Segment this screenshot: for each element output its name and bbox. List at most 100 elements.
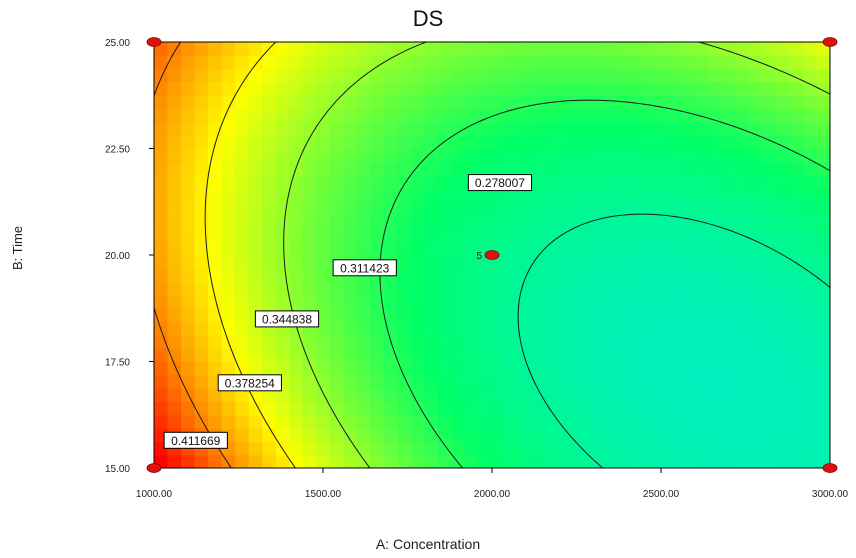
heatmap-cell	[478, 388, 493, 403]
heatmap-cell	[708, 361, 723, 376]
heatmap-cell	[410, 135, 425, 150]
heatmap-cell	[532, 361, 547, 376]
heatmap-cell	[789, 294, 804, 309]
heatmap-cell	[221, 55, 236, 70]
heatmap-cell	[532, 108, 547, 123]
heatmap-cell	[816, 428, 830, 442]
heatmap-cell	[451, 95, 466, 110]
heatmap-cell	[546, 215, 561, 229]
heatmap-cell	[546, 388, 561, 403]
heatmap-cell	[789, 215, 804, 229]
heatmap-cell	[356, 55, 371, 70]
heatmap-cell	[316, 42, 331, 56]
chart-title: DS	[412, 6, 444, 31]
heatmap-cell	[559, 255, 574, 269]
heatmap-cell	[546, 281, 561, 296]
heatmap-cell	[775, 241, 791, 256]
heatmap-cell	[194, 121, 209, 136]
y-tick-label: 20.00	[105, 251, 130, 262]
heatmap-cell	[262, 81, 277, 96]
heatmap-cell	[681, 121, 696, 136]
heatmap-cell	[343, 241, 358, 256]
contour-line	[379, 99, 830, 468]
heatmap-cell	[681, 414, 696, 429]
heatmap-cell	[397, 348, 412, 363]
heatmap-cell	[708, 175, 723, 190]
heatmap-cell	[640, 55, 655, 70]
heatmap-cell	[775, 255, 791, 269]
heatmap-cell	[681, 401, 696, 416]
heatmap-cell	[302, 148, 317, 163]
heatmap-cell	[424, 121, 439, 136]
heatmap-cell	[289, 348, 304, 363]
heatmap-cell	[302, 454, 317, 468]
heatmap-cell	[640, 95, 655, 110]
heatmap-cell	[505, 361, 520, 376]
heatmap-cell	[275, 228, 290, 243]
heatmap-cell	[343, 334, 358, 349]
design-point	[484, 250, 500, 260]
heatmap-cell	[640, 348, 655, 363]
heatmap-cell	[208, 175, 223, 190]
heatmap-cell	[546, 454, 561, 468]
heatmap-cell	[762, 361, 777, 376]
heatmap-cell	[167, 135, 182, 150]
heatmap-cell	[627, 108, 642, 123]
heatmap-cell	[397, 441, 412, 456]
heatmap-cell	[343, 161, 358, 176]
heatmap-cell	[275, 95, 290, 110]
heatmap-cell	[748, 81, 763, 96]
heatmap-cell	[302, 175, 317, 190]
heatmap-cell	[437, 108, 453, 123]
heatmap-cell	[735, 441, 750, 456]
heatmap-cell	[613, 95, 628, 110]
x-tick-label: 3000.00	[812, 489, 849, 500]
heatmap-cell	[235, 268, 250, 283]
heatmap-cell	[762, 255, 777, 269]
heatmap-cell	[627, 374, 642, 389]
heatmap-cell	[316, 321, 331, 336]
heatmap-cell	[181, 414, 196, 429]
heatmap-cell	[735, 175, 750, 190]
heatmap-cell	[600, 361, 615, 376]
heatmap-cell	[708, 255, 723, 269]
heatmap-cell	[654, 161, 669, 176]
heatmap-cell	[519, 321, 534, 336]
heatmap-cell	[235, 148, 250, 163]
heatmap-cell	[208, 81, 223, 96]
heatmap-cell	[735, 374, 750, 389]
heatmap-cell	[735, 215, 750, 229]
heatmap-cell	[289, 281, 304, 296]
heatmap-cell	[640, 161, 655, 176]
heatmap-cell	[627, 441, 642, 456]
heatmap-cell	[789, 348, 804, 363]
heatmap-cell	[370, 108, 385, 123]
heatmap-cell	[600, 441, 615, 456]
heatmap-cell	[208, 68, 223, 83]
heatmap-cell	[654, 175, 669, 190]
heatmap-cell	[775, 321, 791, 336]
heatmap-cell	[397, 428, 412, 442]
heatmap-cell	[208, 361, 223, 376]
heatmap-cell	[275, 201, 290, 216]
heatmap-cell	[613, 428, 628, 442]
heatmap-cell	[437, 294, 453, 309]
heatmap-cell	[383, 294, 398, 309]
heatmap-cell	[762, 121, 777, 136]
heatmap-cell	[451, 308, 466, 323]
heatmap-cell	[667, 361, 682, 376]
heatmap-cell	[505, 255, 520, 269]
heatmap-cell	[194, 228, 209, 243]
heatmap-cell	[451, 334, 466, 349]
heatmap-cell	[748, 121, 763, 136]
heatmap-cell	[789, 188, 804, 203]
heatmap-cell	[681, 148, 696, 163]
heatmap-cell	[492, 454, 507, 468]
heatmap-cell	[654, 374, 669, 389]
heatmap-cell	[397, 148, 412, 163]
heatmap-cell	[181, 255, 196, 269]
design-points: 5	[146, 37, 838, 473]
heatmap-cell	[383, 42, 398, 56]
heatmap-cell	[154, 255, 169, 269]
heatmap-cell	[627, 215, 642, 229]
